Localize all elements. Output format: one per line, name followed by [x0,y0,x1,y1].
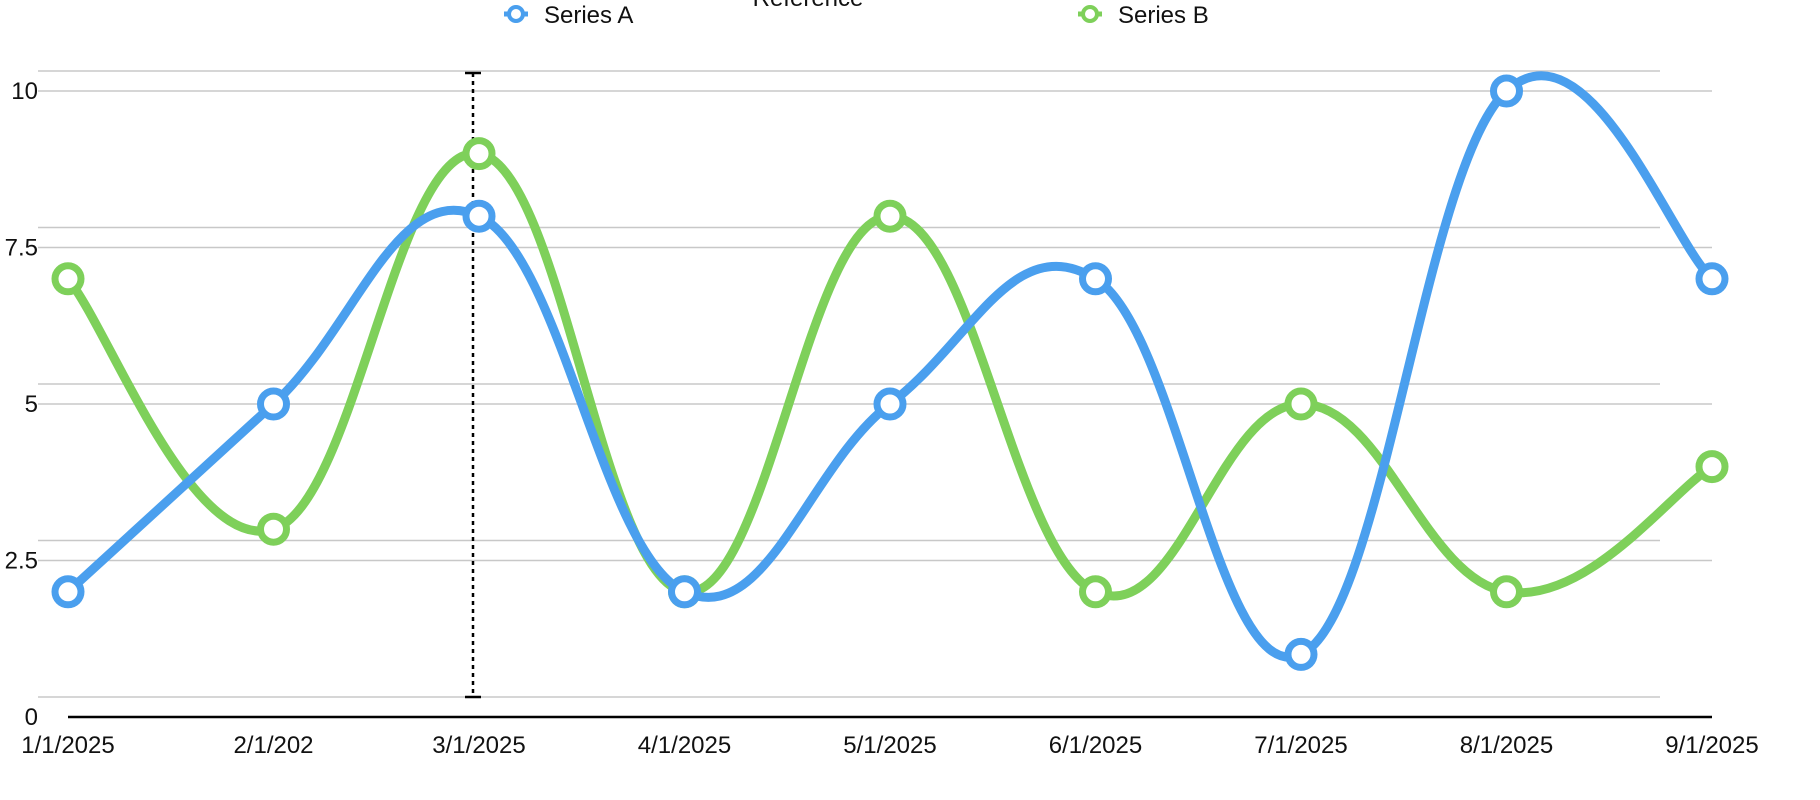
data-point-a [1079,262,1112,296]
y-tick-labels: 0 2.5 5 7.5 10 [5,78,38,731]
data-point-a [1284,637,1318,671]
data-point-a [873,387,907,421]
y-tick-label: 2.5 [5,548,38,575]
x-tick-label: 9/1/2025 [1665,732,1758,759]
x-tick-label: 1/1/2025 [21,732,114,759]
legend-swatch-marker [507,5,525,23]
y-tick-label: 0 [25,704,38,731]
legend: Series A Series B [504,2,1209,29]
data-point-b [1284,387,1318,421]
x-tick-label: 6/1/2025 [1049,732,1142,759]
reference-line-group: Reference [465,0,864,699]
x-tick-labels: 1/1/2025 2/1/202 3/1/2025 4/1/2025 5/1/2025 6… [21,732,1758,759]
data-point-b [257,512,290,546]
legend-label: Series B [1118,2,1209,29]
x-tick-label: 5/1/2025 [843,732,936,759]
data-point-b [1695,450,1729,484]
data-point-a [462,199,496,233]
data-point-a [1490,74,1523,108]
x-tick-label: 2/1/202 [233,732,313,759]
x-tick-label: 7/1/2025 [1254,732,1347,759]
y-tick-label: 7.5 [5,235,38,262]
legend-label: Series A [544,2,633,29]
series-line-a [63,71,1717,662]
legend-swatch-marker [1081,5,1099,23]
data-point-b [1079,575,1112,609]
data-point-b [873,199,907,233]
x-tick-label: 3/1/2025 [432,732,525,759]
data-point-b [462,137,496,171]
data-point-a [668,575,701,609]
data-point-b [1490,575,1523,609]
data-point-a [51,575,85,609]
y-tick-label: 10 [11,78,38,105]
reference-label: Reference [753,0,864,12]
grid-lines [38,70,1712,698]
x-tick-label: 4/1/2025 [638,732,731,759]
y-tick-label: 5 [25,391,38,418]
data-point-a [257,387,290,421]
data-point-a [1695,262,1729,296]
data-point-b [51,262,85,296]
series-lines [51,71,1729,671]
x-tick-label: 8/1/2025 [1460,732,1553,759]
